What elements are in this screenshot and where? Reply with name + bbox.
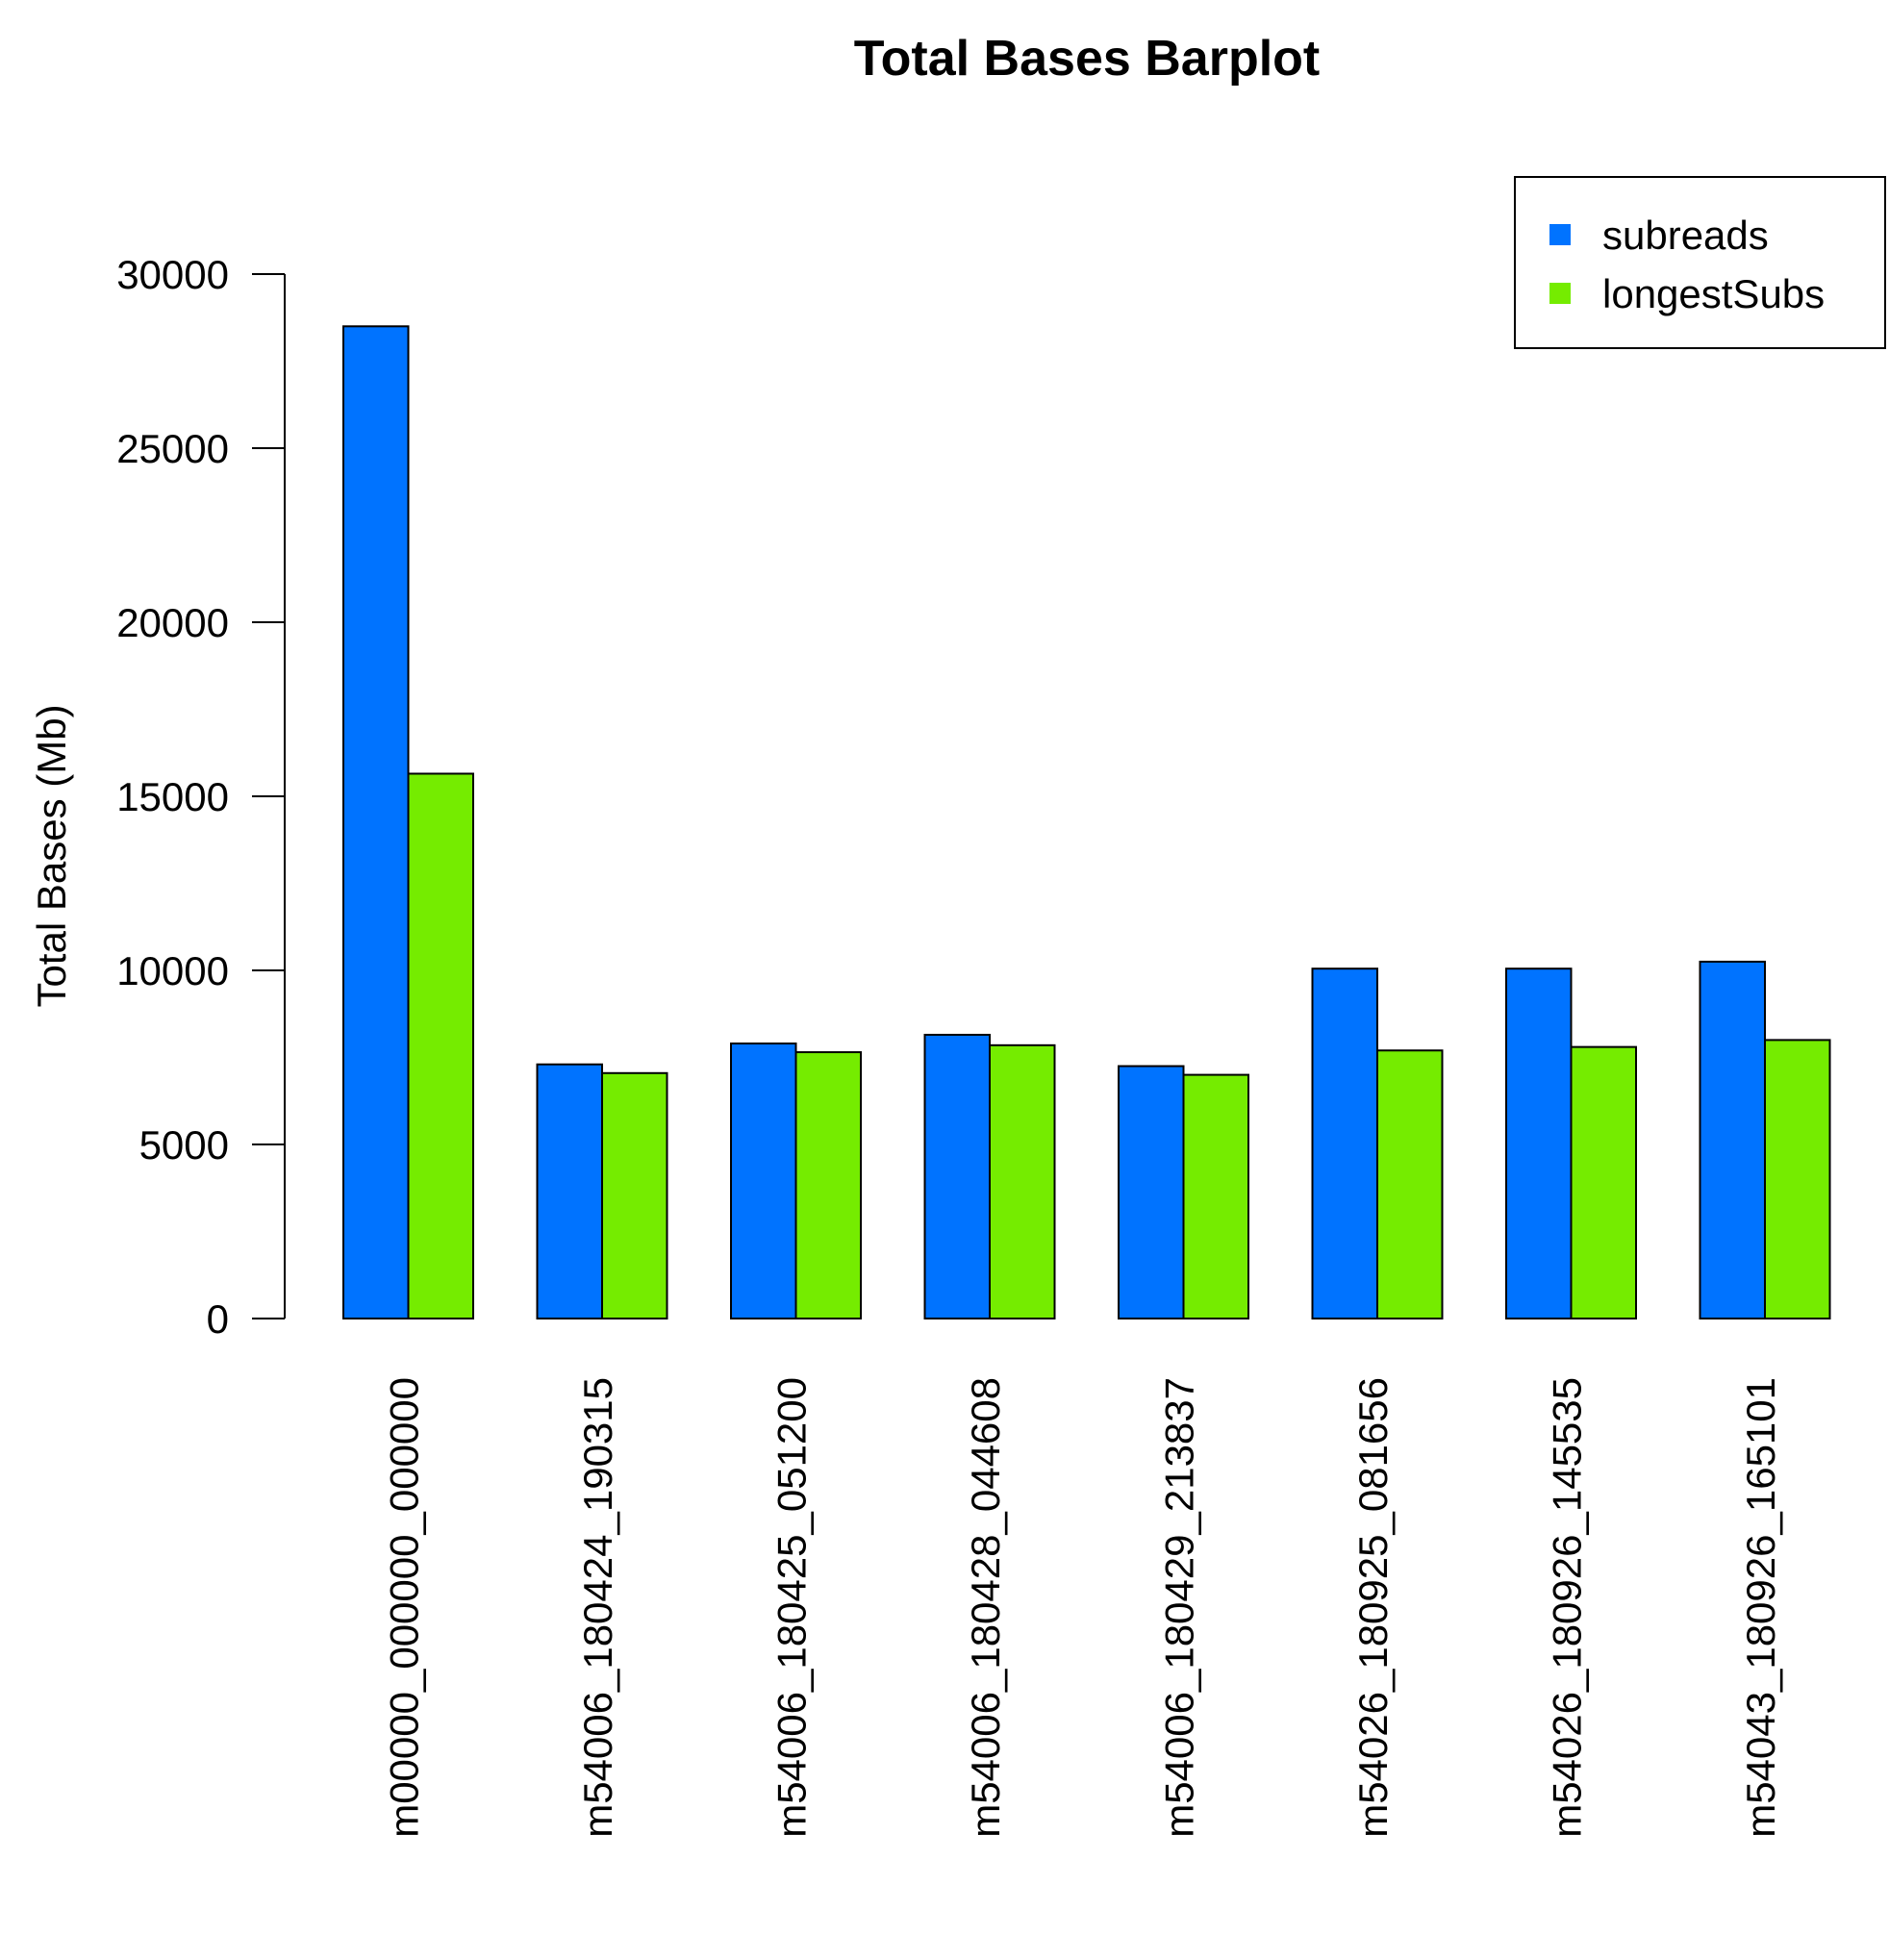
y-tick-label: 15000 bbox=[116, 774, 229, 819]
y-tick-label: 30000 bbox=[116, 252, 229, 297]
y-tick-label: 25000 bbox=[116, 426, 229, 471]
legend-swatch-subreads bbox=[1549, 224, 1571, 245]
legend-box bbox=[1514, 176, 1886, 349]
x-tick-label: m54026_180926_145535 bbox=[1545, 1377, 1590, 1838]
x-tick-label: m54006_180428_044608 bbox=[963, 1377, 1008, 1838]
x-tick-label: m54026_180925_081656 bbox=[1350, 1377, 1396, 1838]
y-tick-label: 0 bbox=[207, 1296, 229, 1342]
bar-subreads-1 bbox=[536, 1063, 603, 1319]
bar-longestSubs-2 bbox=[794, 1051, 862, 1319]
y-axis-ticks: 0 5000 10000 15000 20000 25000 30000 bbox=[116, 252, 285, 1342]
bar-longestSubs-7 bbox=[1764, 1039, 1831, 1320]
bar-longestSubs-3 bbox=[989, 1043, 1056, 1319]
chart-title: Total Bases Barplot bbox=[854, 31, 1320, 87]
legend-items: subreads longestSubs bbox=[1549, 213, 1825, 316]
bar-subreads-4 bbox=[1118, 1065, 1185, 1320]
y-tick-label: 5000 bbox=[139, 1122, 229, 1168]
bar-subreads-2 bbox=[730, 1043, 797, 1320]
x-tick-label: m54043_180926_165101 bbox=[1738, 1377, 1783, 1838]
x-tick-label: m00000_000000_000000 bbox=[382, 1377, 427, 1838]
bar-longestSubs-4 bbox=[1182, 1073, 1249, 1319]
bar-longestSubs-0 bbox=[407, 772, 474, 1319]
x-tick-label: m54006_180425_051200 bbox=[769, 1377, 815, 1838]
bar-group bbox=[342, 325, 1831, 1320]
bar-subreads-6 bbox=[1505, 967, 1573, 1319]
bar-longestSubs-1 bbox=[601, 1071, 668, 1320]
bar-subreads-0 bbox=[342, 325, 410, 1319]
bar-longestSubs-6 bbox=[1570, 1045, 1637, 1319]
bar-subreads-3 bbox=[923, 1033, 991, 1319]
x-axis-tick-labels: m00000_000000_000000 m54006_180424_190315… bbox=[382, 1377, 1784, 1838]
bar-subreads-7 bbox=[1699, 960, 1766, 1319]
legend-swatch-longestSubs bbox=[1549, 283, 1571, 304]
legend-label: longestSubs bbox=[1602, 271, 1825, 316]
y-tick-label: 10000 bbox=[116, 948, 229, 993]
legend: subreads longestSubs bbox=[1514, 176, 1886, 349]
y-tick-label: 20000 bbox=[116, 600, 229, 645]
bar-subreads-5 bbox=[1311, 967, 1378, 1319]
x-tick-label: m54006_180424_190315 bbox=[575, 1377, 620, 1838]
y-axis-label: Total Bases (Mb) bbox=[29, 704, 74, 1007]
bar-longestSubs-5 bbox=[1376, 1049, 1444, 1319]
legend-label: subreads bbox=[1602, 213, 1769, 258]
x-tick-label: m54006_180429_213837 bbox=[1157, 1377, 1202, 1838]
